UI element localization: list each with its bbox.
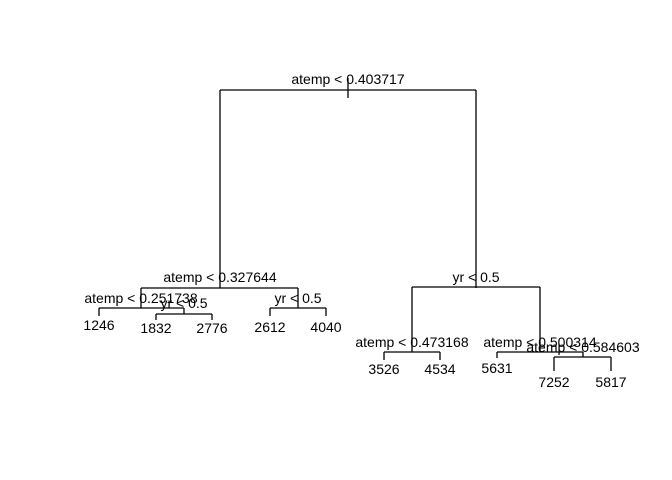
root-split-label: atemp < 0.403717 (291, 71, 404, 87)
leaf-4534: 4534 (424, 361, 455, 377)
left-right-split-label: yr < 0.5 (274, 290, 321, 306)
right-right-right-split: atemp < 0.584603 7252 5817 (526, 339, 639, 390)
leaf-2776: 2776 (196, 320, 227, 336)
right-left-split-label: atemp < 0.473168 (355, 334, 468, 350)
right-right-split: atemp < 0.500314 5631 (481, 334, 596, 376)
leaf-1832: 1832 (140, 320, 171, 336)
left-split-label: atemp < 0.327644 (163, 269, 276, 285)
left-left-split-label: atemp < 0.251738 (84, 290, 197, 306)
left-left-right-split: yr < 0.5 1832 2776 (140, 295, 227, 336)
leaf-5817: 5817 (595, 374, 626, 390)
right-right-right-split-label: atemp < 0.584603 (526, 339, 639, 355)
leaf-5631: 5631 (481, 360, 512, 376)
left-split: atemp < 0.327644 (140, 269, 299, 308)
left-left-split: atemp < 0.251738 1246 (83, 290, 197, 333)
right-right-split-label: atemp < 0.500314 (483, 334, 596, 350)
left-left-right-split-label: yr < 0.5 (160, 295, 207, 311)
right-left-split: atemp < 0.473168 3526 4534 (355, 334, 468, 377)
root-split: atemp < 0.403717 (219, 71, 477, 288)
leaf-4040: 4040 (310, 319, 341, 335)
left-right-split: yr < 0.5 2612 4040 (254, 290, 341, 335)
leaf-1246: 1246 (83, 317, 114, 333)
right-split: yr < 0.5 (411, 269, 541, 352)
right-split-label: yr < 0.5 (452, 269, 499, 285)
leaf-3526: 3526 (368, 361, 399, 377)
leaf-2612: 2612 (254, 319, 285, 335)
leaf-7252: 7252 (538, 374, 569, 390)
